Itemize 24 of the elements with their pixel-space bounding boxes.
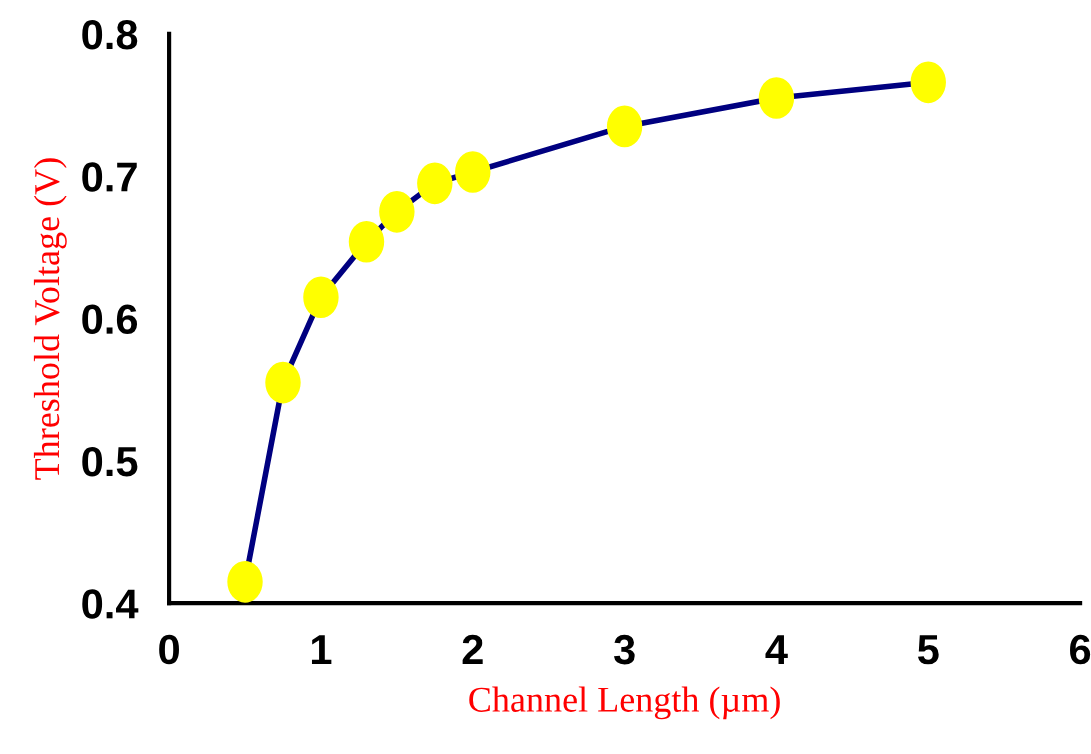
y-axis-title: Threshold Voltage (V) [33,158,67,480]
point [606,105,643,148]
x-tick-label: 3 [613,634,635,665]
point [379,190,415,233]
x-tick-label: 1 [311,635,332,664]
y-tick-label: 0.5 [82,446,138,477]
x-tick-label: 0 [159,634,179,665]
point [417,162,453,205]
point [227,561,263,603]
y-tick-label: 0.7 [82,162,137,192]
y-tick-label: 0.6 [82,304,138,335]
point [758,77,795,119]
x-axis-title: Channel Length (µm) [469,686,780,720]
x-tick-label: 2 [462,634,483,664]
y-tick-label: 0.4 [82,589,139,619]
point [455,151,491,193]
point [910,61,946,104]
x-tick-label: 4 [765,635,788,664]
x-tick-label: 5 [917,635,939,665]
x-tick-label: 6 [1070,634,1091,665]
point [303,276,339,319]
point [348,220,385,263]
y-tick-label: 0.8 [82,19,138,50]
point [265,361,301,404]
